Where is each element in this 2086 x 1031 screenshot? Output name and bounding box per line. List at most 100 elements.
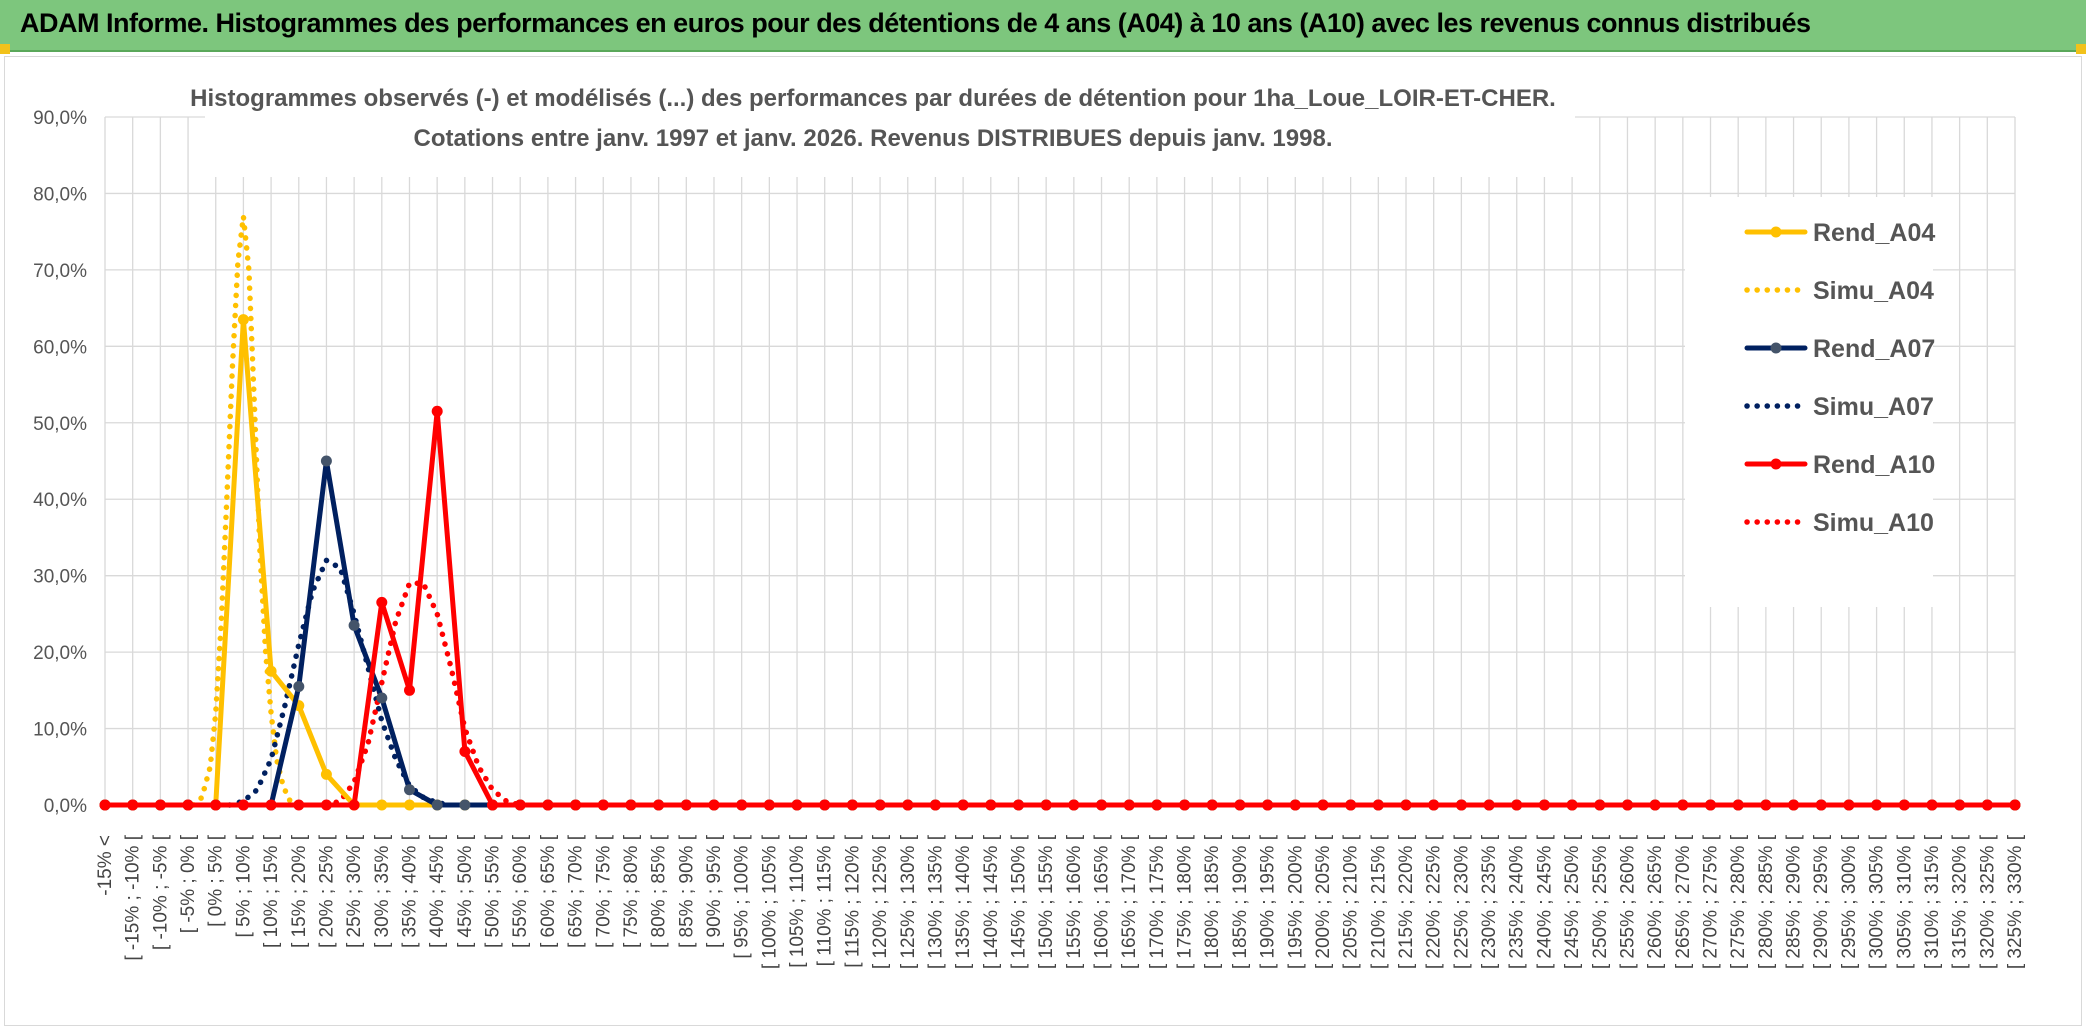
data-point-rend_a10 <box>985 799 997 811</box>
data-point-rend_a10 <box>1372 799 1384 811</box>
data-point-rend_a10 <box>1483 799 1495 811</box>
x-tick-label: [ 295% ; 300% [ <box>1839 834 1860 969</box>
data-point-rend_a10 <box>1040 799 1052 811</box>
data-point-rend_a10 <box>1262 799 1274 811</box>
y-axis: 0,0% 10,0% 20,0% 30,0% 40,0% 50,0% 60,0% 70,0% 8… <box>33 108 87 817</box>
title-background <box>205 77 1575 177</box>
x-tick-label: [ 20% ; 25% [ <box>316 834 337 948</box>
y-tick-label: 80,0% <box>33 184 87 205</box>
data-point-rend_a10 <box>293 799 305 811</box>
data-point-rend_a10 <box>708 799 720 811</box>
data-point-rend_a10 <box>1096 799 1107 811</box>
x-tick-label: [ 170% ; 175% [ <box>1147 834 1168 969</box>
x-tick-label: [ 50% ; 55% [ <box>483 834 504 948</box>
x-tick-label: [ 255% ; 260% [ <box>1617 834 1638 969</box>
x-tick-label: [ 205% ; 210% [ <box>1341 834 1362 969</box>
data-point-rend_a10 <box>819 799 831 811</box>
legend-label-rend_a07: Rend_A07 <box>1813 335 1935 363</box>
x-tick-label: [ -10% ; -5% [ <box>150 834 171 950</box>
data-point-rend_a10 <box>1400 799 1412 811</box>
data-point-rend_a10 <box>2009 799 2021 811</box>
data-point-rend_a10 <box>736 799 748 811</box>
x-tick-label: [ 10% ; 15% [ <box>261 834 282 948</box>
data-point-rend_a10 <box>487 799 498 811</box>
x-tick-label: [ 275% ; 280% [ <box>1728 834 1749 969</box>
data-point-rend_a10 <box>1815 799 1827 811</box>
header-corner-right <box>2076 44 2086 54</box>
x-tick-label: [ 35% ; 40% [ <box>399 834 420 948</box>
x-tick-label: [ 75% ; 80% [ <box>621 834 642 948</box>
legend-label-rend_a10: Rend_A10 <box>1813 451 1935 479</box>
x-tick-label: [ 150% ; 155% [ <box>1036 834 1057 969</box>
x-tick-label: [ 180% ; 185% [ <box>1202 834 1223 969</box>
x-tick-label: [ -5% ; 0% [ <box>178 834 199 933</box>
x-tick-label: [ 225% ; 230% [ <box>1451 834 1472 969</box>
x-tick-label: [ 130% ; 135% [ <box>925 834 946 969</box>
chart-legend: Rend_A04 Simu_A04 Rend_A07 Simu_A07 Rend_A10… <box>1685 197 1935 607</box>
data-point-rend_a10 <box>1206 799 1218 811</box>
data-point-rend_a10 <box>1622 799 1633 811</box>
data-point-rend_a04 <box>376 799 388 811</box>
y-tick-label: 20,0% <box>33 643 87 664</box>
x-tick-label: [ 115% ; 120% [ <box>842 834 863 967</box>
data-point-rend_a10 <box>320 799 332 811</box>
data-point-rend_a10 <box>1705 799 1716 811</box>
report-title: ADAM Informe. Histogrammes des performan… <box>20 8 1811 38</box>
x-tick-label: [ 260% ; 265% [ <box>1645 834 1666 969</box>
x-tick-label: [ 0% ; 5% [ <box>206 834 227 927</box>
x-tick-label: [ 185% ; 190% [ <box>1230 834 1251 969</box>
data-point-rend_a10 <box>1649 799 1661 811</box>
data-point-rend_a04 <box>265 665 277 677</box>
legend-label-simu_a10: Simu_A10 <box>1813 509 1934 537</box>
data-point-rend_a10 <box>127 799 139 811</box>
x-tick-label: [ 220% ; 225% [ <box>1424 834 1445 969</box>
x-tick-label: [ 215% ; 220% [ <box>1396 834 1417 969</box>
data-point-rend_a10 <box>1511 799 1523 811</box>
x-tick-label: [ 320% ; 325% [ <box>1977 834 1998 969</box>
x-tick-label: [ 90% ; 95% [ <box>704 834 725 948</box>
x-tick-label: [ 85% ; 90% [ <box>676 834 697 948</box>
data-point-rend_a10 <box>1317 799 1329 811</box>
data-point-rend_a10 <box>680 799 692 811</box>
data-point-rend_a07 <box>293 681 305 692</box>
x-tick-label: [ 110% ; 115% [ <box>815 834 836 966</box>
x-tick-label: [ 60% ; 65% [ <box>538 834 559 948</box>
report-header: ADAM Informe. Histogrammes des performan… <box>0 0 2086 54</box>
data-point-rend_a10 <box>514 799 526 811</box>
header-corner-left <box>0 44 10 54</box>
x-tick-label: [ 240% ; 245% [ <box>1534 834 1555 969</box>
data-point-rend_a10 <box>791 799 803 811</box>
data-point-rend_a10 <box>459 746 471 757</box>
x-tick-label: [ 270% ; 275% [ <box>1701 834 1722 969</box>
data-point-rend_a10 <box>404 684 415 696</box>
legend-label-simu_a04: Simu_A04 <box>1813 277 1934 305</box>
series-lines <box>99 213 2021 811</box>
data-point-rend_a10 <box>542 799 554 811</box>
data-point-rend_a10 <box>1455 799 1467 811</box>
x-tick-label: [ 235% ; 240% [ <box>1507 834 1528 969</box>
x-tick-label: [ 40% ; 45% [ <box>427 834 448 948</box>
data-point-rend_a10 <box>957 799 969 811</box>
x-tick-label: [ 120% ; 125% [ <box>870 834 891 969</box>
data-point-rend_a10 <box>902 799 914 811</box>
x-tick-label: [ 65% ; 70% [ <box>566 834 587 948</box>
data-point-rend_a07 <box>459 799 471 811</box>
data-point-rend_a10 <box>1289 799 1301 811</box>
data-point-rend_a04 <box>237 314 249 326</box>
legend-label-rend_a04: Rend_A04 <box>1813 219 1935 247</box>
data-point-rend_a10 <box>1179 799 1191 811</box>
x-tick-label: -15% < <box>95 835 116 896</box>
legend-label-simu_a07: Simu_A07 <box>1813 393 1934 421</box>
x-tick-label: [ 200% ; 205% [ <box>1313 834 1334 969</box>
x-tick-label: [ 175% ; 180% [ <box>1175 834 1196 969</box>
data-point-rend_a10 <box>1123 799 1135 811</box>
data-point-rend_a10 <box>1594 799 1606 811</box>
x-tick-label: [ 100% ; 105% [ <box>759 834 780 969</box>
x-tick-label: [ 285% ; 290% [ <box>1784 834 1805 969</box>
data-point-rend_a10 <box>1954 799 1966 811</box>
data-point-rend_a10 <box>1345 799 1357 811</box>
chart-area: Histogrammes observés (-) et modélisés (… <box>4 56 2082 1026</box>
x-tick-label: [ 155% ; 160% [ <box>1064 834 1085 969</box>
legend-marker-rend_a10 <box>1770 458 1782 470</box>
series-line-rend_a10 <box>102 408 2018 808</box>
